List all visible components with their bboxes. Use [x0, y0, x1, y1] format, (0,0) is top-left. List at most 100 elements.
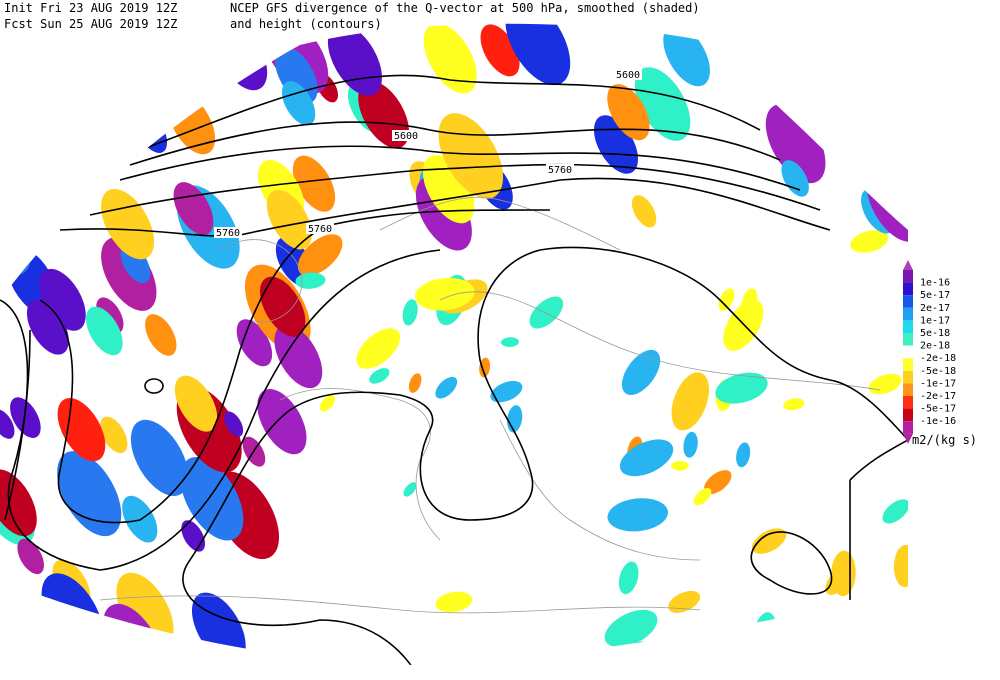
shade-blob: [671, 372, 710, 431]
shade-blob: [101, 188, 155, 260]
shade-blob: [100, 416, 128, 454]
shade-blob: [435, 376, 458, 399]
shade-blob: [683, 431, 698, 458]
shade-blob: [781, 160, 809, 197]
legend-swatch: [903, 358, 913, 371]
shade-blob: [668, 590, 701, 613]
shade-blob: [119, 115, 143, 147]
legend-swatch: [903, 421, 913, 434]
shade-blob: [663, 24, 710, 87]
legend-label: 1e-16: [920, 278, 950, 289]
shade-blob: [408, 373, 422, 393]
init-time: Init Fri 23 AUG 2019 12Z: [4, 1, 177, 15]
shade-blob: [122, 495, 158, 543]
shade-blob: [319, 394, 336, 412]
shade-blob: [893, 544, 908, 588]
shade-blob: [718, 288, 735, 311]
shade-blob: [369, 368, 390, 384]
legend-arrow-bottom: [903, 433, 913, 444]
shade-blob: [741, 288, 758, 316]
legend-swatch: [903, 345, 913, 359]
contour-label: 5600: [394, 131, 418, 142]
shade-blob: [618, 561, 639, 595]
shade-blob: [505, 23, 571, 86]
shade-blob: [173, 182, 214, 235]
shade-blob: [103, 36, 123, 63]
shaded-field: [0, 23, 908, 665]
shade-blob: [894, 29, 908, 69]
subtitle: and height (contours): [230, 17, 382, 31]
legend-swatch: [903, 270, 913, 283]
shade-blob: [850, 230, 889, 253]
legend-swatch: [903, 282, 913, 296]
shade-blob: [715, 372, 768, 404]
legend-label: -5e-17: [920, 404, 956, 415]
legend-swatch: [903, 295, 913, 308]
legend-swatch: [903, 333, 913, 346]
shade-blob: [180, 457, 244, 541]
contour-label: 5760: [216, 228, 240, 239]
shade-blob: [297, 234, 343, 276]
shade-blob: [224, 411, 244, 437]
contour-label: 5760: [548, 165, 572, 176]
shade-blob: [257, 389, 307, 455]
shade-blob: [783, 398, 805, 411]
shade-blob: [0, 92, 35, 150]
shade-blob: [604, 609, 658, 648]
shade-blob: [130, 419, 189, 496]
shade-blob: [274, 324, 323, 389]
legend-label: -2e-17: [920, 391, 956, 402]
shade-blob: [40, 108, 88, 172]
shade-blob: [0, 626, 19, 665]
contour-labels: 5600 5600 5760 5760 5760: [214, 69, 642, 239]
shade-blob: [0, 29, 24, 73]
contour-label-bg: [214, 227, 242, 238]
shade-blob: [607, 498, 669, 532]
shade-blob: [86, 306, 123, 356]
shade-blob: [57, 451, 122, 537]
shade-blob: [693, 487, 712, 506]
legend-swatch: [903, 307, 913, 321]
height-contours: [0, 74, 908, 665]
shade-blob: [10, 397, 41, 438]
shade-blob: [181, 520, 206, 552]
forecast-time: Fcst Sun 25 AUG 2019 12Z: [4, 17, 177, 31]
shade-blob: [751, 528, 787, 554]
contour-label-bg: [614, 69, 642, 80]
shade-blob: [145, 314, 177, 356]
shade-blob: [292, 155, 336, 212]
shade-blob: [281, 81, 316, 126]
shade-blob: [882, 499, 908, 524]
shade-blob: [435, 591, 473, 613]
shade-blob: [52, 142, 72, 169]
shade-blob: [671, 460, 689, 471]
shade-blob: [490, 380, 523, 403]
shade-blob: [259, 276, 306, 337]
legend-swatch: [903, 396, 913, 409]
shade-blob: [0, 409, 15, 439]
legend-label: 5e-18: [920, 328, 950, 339]
legend-label: 2e-17: [920, 303, 950, 314]
legend-swatch: [903, 383, 913, 396]
legend-label: 5e-17: [920, 290, 950, 301]
shade-blob: [402, 299, 418, 326]
contour-label-bg: [306, 223, 334, 234]
shade-blob: [403, 482, 417, 497]
shade-blob: [11, 61, 57, 121]
shade-blob: [266, 189, 312, 250]
title: NCEP GFS divergence of the Q-vector at 5…: [230, 1, 700, 15]
contour-label-bg: [546, 164, 574, 175]
legend-label: -1e-17: [920, 378, 956, 389]
shade-blob: [174, 375, 218, 432]
shade-blob: [479, 357, 491, 378]
legend-arrow-top: [903, 260, 913, 270]
shade-blob: [758, 36, 791, 79]
shade-blob: [0, 469, 37, 537]
shade-blob: [621, 349, 661, 395]
contour-label-bg: [392, 130, 420, 141]
legend-label: -5e-18: [920, 366, 956, 377]
shade-blob: [736, 442, 751, 468]
contour-label: 5600: [616, 70, 640, 81]
